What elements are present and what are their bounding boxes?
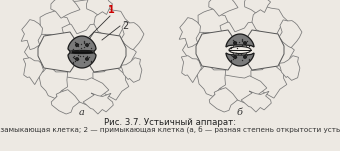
Polygon shape bbox=[241, 91, 271, 112]
Polygon shape bbox=[252, 6, 289, 40]
Ellipse shape bbox=[85, 58, 89, 61]
Text: 1 — замыкающая клетка; 2 — примыкающая клетка (а, б — разная степень открытости : 1 — замыкающая клетка; 2 — примыкающая к… bbox=[0, 127, 340, 134]
Polygon shape bbox=[267, 34, 294, 68]
Polygon shape bbox=[121, 22, 144, 50]
Polygon shape bbox=[68, 36, 96, 51]
Polygon shape bbox=[23, 58, 44, 85]
Polygon shape bbox=[109, 36, 136, 70]
Polygon shape bbox=[279, 20, 302, 48]
Polygon shape bbox=[94, 8, 131, 42]
Ellipse shape bbox=[233, 42, 237, 45]
Polygon shape bbox=[220, 0, 266, 32]
Polygon shape bbox=[181, 56, 202, 83]
Ellipse shape bbox=[75, 43, 79, 47]
Ellipse shape bbox=[72, 51, 92, 53]
Polygon shape bbox=[86, 0, 113, 15]
Polygon shape bbox=[83, 93, 113, 114]
Polygon shape bbox=[179, 18, 201, 48]
Polygon shape bbox=[251, 64, 287, 98]
Polygon shape bbox=[24, 32, 54, 74]
Polygon shape bbox=[21, 20, 42, 50]
Polygon shape bbox=[198, 8, 228, 36]
Polygon shape bbox=[226, 53, 254, 66]
Text: Рис. 3.7. Устьичный аппарат:: Рис. 3.7. Устьичный аппарат: bbox=[104, 118, 236, 127]
Polygon shape bbox=[40, 10, 70, 38]
Polygon shape bbox=[219, 75, 267, 103]
Polygon shape bbox=[246, 30, 284, 70]
Polygon shape bbox=[279, 56, 300, 80]
Text: а: а bbox=[79, 108, 85, 117]
Polygon shape bbox=[38, 65, 68, 98]
Polygon shape bbox=[51, 90, 80, 114]
Polygon shape bbox=[196, 30, 234, 70]
Polygon shape bbox=[61, 77, 109, 105]
Ellipse shape bbox=[243, 56, 247, 58]
Polygon shape bbox=[62, 0, 108, 34]
Polygon shape bbox=[197, 63, 226, 96]
Polygon shape bbox=[68, 53, 96, 68]
Polygon shape bbox=[183, 30, 212, 72]
Ellipse shape bbox=[243, 42, 247, 45]
Polygon shape bbox=[244, 0, 271, 13]
Polygon shape bbox=[226, 34, 254, 47]
Text: 2: 2 bbox=[122, 21, 128, 31]
Text: б: б bbox=[237, 108, 243, 117]
Text: 1: 1 bbox=[108, 5, 114, 15]
Polygon shape bbox=[209, 0, 238, 16]
Ellipse shape bbox=[75, 58, 79, 61]
Ellipse shape bbox=[85, 43, 89, 47]
Polygon shape bbox=[38, 32, 76, 72]
Polygon shape bbox=[88, 32, 126, 72]
Polygon shape bbox=[209, 88, 238, 112]
Ellipse shape bbox=[229, 47, 251, 53]
Ellipse shape bbox=[233, 56, 237, 58]
Polygon shape bbox=[51, 0, 80, 18]
Polygon shape bbox=[93, 66, 129, 100]
Polygon shape bbox=[121, 58, 142, 82]
